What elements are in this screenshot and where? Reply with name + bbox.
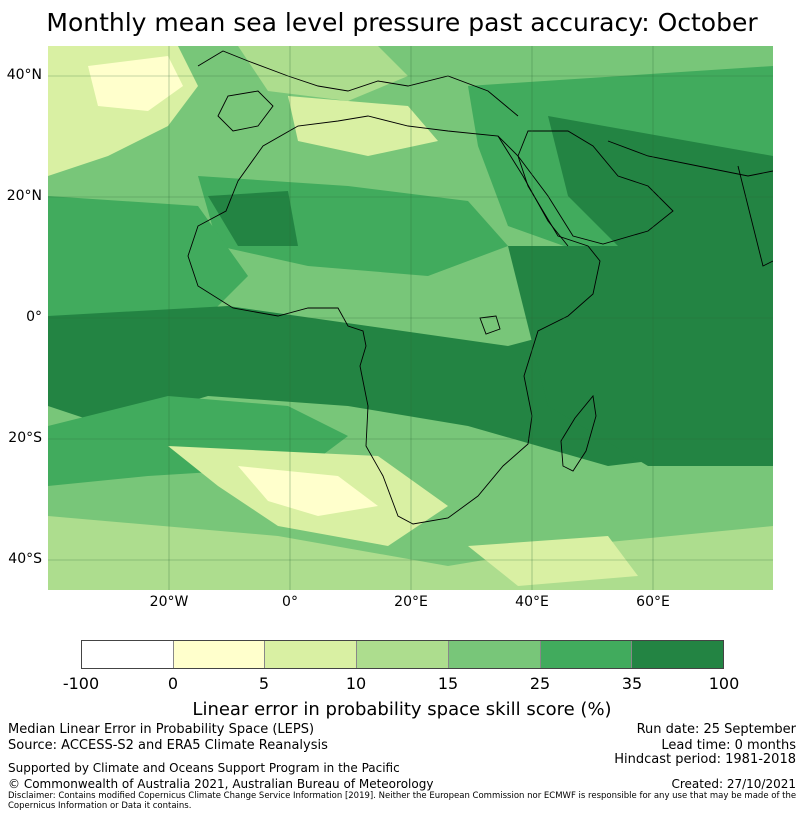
region-med-pale bbox=[288, 96, 438, 156]
colorbar-tick: 15 bbox=[437, 674, 459, 693]
colorbar-segment bbox=[448, 641, 541, 668]
persia-coastline bbox=[607, 140, 773, 177]
colorbar-segment bbox=[540, 641, 633, 668]
iberia-coastline bbox=[217, 90, 274, 132]
africa-coastline bbox=[187, 115, 601, 525]
region-atlantic-mid bbox=[48, 196, 248, 336]
lat-label-20n: 20°N bbox=[6, 188, 42, 204]
lat-label-0: 0° bbox=[26, 309, 42, 325]
run-date-text: Run date: 25 September bbox=[636, 722, 796, 737]
region-west-dark bbox=[208, 191, 298, 246]
chart-title: Monthly mean sea level pressure past acc… bbox=[46, 8, 758, 37]
disclaimer-text: Disclaimer: Contains modified Copernicus… bbox=[8, 791, 797, 811]
europe-coastline bbox=[197, 50, 519, 117]
colorbar-segment bbox=[357, 641, 449, 668]
colorbar-tick: 5 bbox=[258, 674, 270, 693]
copyright-text: © Commonwealth of Australia 2021, Austra… bbox=[8, 777, 434, 791]
lat-label-40n: 40°N bbox=[6, 67, 42, 83]
lon-label-40e: 40°E bbox=[515, 594, 549, 610]
region-med-light bbox=[238, 46, 408, 101]
source-text: Source: ACCESS-S2 and ERA5 Climate Reana… bbox=[8, 738, 328, 753]
support-text: Supported by Climate and Oceans Support … bbox=[8, 761, 400, 775]
lon-label-60e: 60°E bbox=[636, 594, 670, 610]
lon-label-20e: 20°E bbox=[394, 594, 428, 610]
colorbar-segment bbox=[173, 641, 266, 668]
gridlines bbox=[48, 46, 773, 590]
madagascar-coastline bbox=[560, 394, 597, 472]
colorbar-label: Linear error in probability space skill … bbox=[192, 699, 612, 720]
colorbar-tick: 25 bbox=[529, 674, 551, 693]
red-sea-coastline bbox=[497, 135, 569, 247]
lead-time-text: Lead time: 0 months bbox=[661, 738, 796, 753]
colorbar-tick: -100 bbox=[62, 674, 100, 693]
region-indian-dark bbox=[508, 246, 773, 466]
region-nw-palest bbox=[88, 56, 183, 111]
colorbar-tick: 35 bbox=[621, 674, 643, 693]
colorbar-tick: 10 bbox=[345, 674, 367, 693]
lake-victoria bbox=[479, 315, 501, 335]
colorbar-segment bbox=[265, 641, 358, 668]
arabia-coastline bbox=[517, 130, 674, 245]
coastlines bbox=[187, 50, 773, 525]
skill-regions bbox=[48, 46, 773, 590]
region-se-light bbox=[468, 536, 638, 586]
method-text: Median Linear Error in Probability Space… bbox=[8, 722, 315, 737]
lat-label-20s: 20°S bbox=[8, 430, 42, 446]
created-text: Created: 27/10/2021 bbox=[671, 777, 796, 791]
colorbar-segment bbox=[632, 641, 724, 668]
skill-map bbox=[48, 46, 773, 590]
colorbar-tick: 0 bbox=[167, 674, 179, 693]
lon-label-20w: 20°W bbox=[149, 594, 189, 610]
colorbar bbox=[81, 640, 724, 669]
lat-label-40s: 40°S bbox=[8, 551, 42, 567]
region-south-pale bbox=[238, 466, 378, 516]
india-coastline bbox=[737, 165, 773, 267]
colorbar-tick: 100 bbox=[708, 674, 740, 693]
lon-label-0: 0° bbox=[282, 594, 298, 610]
colorbar-segment bbox=[82, 641, 174, 668]
hindcast-text: Hindcast period: 1981-2018 bbox=[614, 752, 796, 767]
